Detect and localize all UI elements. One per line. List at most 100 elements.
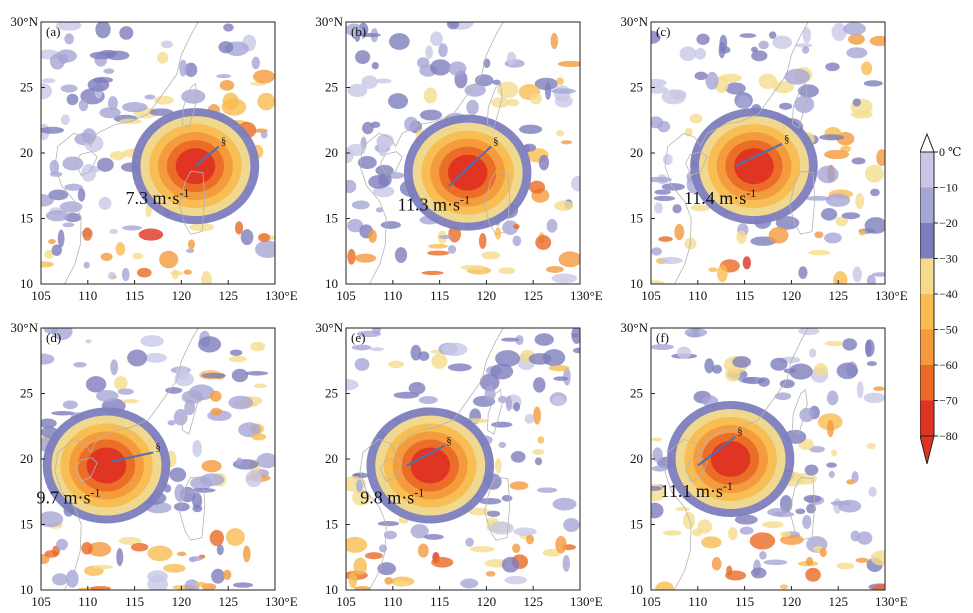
cloud-patch [794,95,815,114]
cloud-patch [223,23,234,32]
cloud-patch [651,437,663,442]
cloud-patch [495,458,502,474]
cloud-patch [66,93,79,106]
cloud-patch [498,267,516,275]
cloud-patch [41,126,65,134]
panel-e: § (e) 9.8 m·s-1 30°N 25 20 15 10 105 110 115 120 125… [305,306,610,613]
cloud-patch [219,79,235,91]
cloud-patch [109,228,118,235]
cloud-patch [736,95,751,109]
cloud-patch [739,526,754,535]
cloud-patch [48,238,56,244]
cloud-patch [447,244,457,254]
cloud-patch [694,71,708,81]
cloud-patch [184,579,200,590]
cloud-patch [795,43,813,48]
cloud-patch [484,385,496,402]
cloud-patch [554,200,574,211]
cloud-patch [572,347,580,354]
cloud-patch [797,84,819,98]
colorbar-segment [920,329,934,365]
cloud-patch [836,562,855,570]
cloud-patch [147,545,173,562]
cloud-patch [233,582,253,588]
cloud-patch [85,339,92,344]
cloud-patch [758,40,769,50]
cloud-patch [809,445,825,453]
cloud-patch [505,395,513,412]
cloud-patch [41,353,55,365]
cloud-patch [228,395,254,410]
cloud-patch [85,376,107,393]
lat-tick-label: 30°N [315,320,343,335]
lon-tick-label: 115 [125,594,144,609]
cloud-patch [100,252,113,261]
cloud-patch [506,98,520,107]
cloud-patch [465,537,474,547]
lat-tick-label: 10 [630,582,643,597]
cloud-patch [553,376,569,381]
lon-tick-label: 105 [31,594,51,609]
cloud-patch [525,534,534,545]
cloud-patch [45,210,69,222]
cloud-patch [354,253,377,263]
typhoon-symbol: § [221,135,227,147]
cloud-patch [438,234,453,240]
lat-tick-label: 30°N [10,320,38,335]
cloud-patch [122,225,143,231]
cloud-patch [353,557,368,575]
island-outline [75,151,98,176]
cloud-patch [173,408,188,426]
cloud-patch [97,157,114,172]
cloud-patch [127,349,148,367]
cloud-patch [496,81,519,99]
cloud-patch [368,175,390,189]
cloud-patch [209,390,222,402]
lat-tick-label: 15 [325,211,338,226]
cloud-patch [866,442,876,450]
cloud-patch [843,22,866,36]
cloud-patch [81,128,97,144]
cloud-patch [346,23,363,37]
cloud-patch [62,156,84,171]
storm-band [447,154,488,191]
cloud-patch [446,22,460,30]
cloud-patch [770,357,788,371]
cloud-patch [651,30,661,44]
island-outline [179,170,206,235]
cloud-patch [856,531,873,545]
cloud-patch [419,109,443,121]
cloud-patch [355,50,371,64]
cloud-patch [513,223,520,230]
cloud-patch [497,395,508,404]
cloud-patch [121,267,130,282]
cloud-patch [551,273,578,284]
cloud-patch [83,261,90,269]
cloud-patch [44,550,59,558]
cloud-patch [806,503,817,514]
cloud-patch [201,372,226,379]
panel-label: (c) [656,24,670,39]
cloud-patch [803,494,822,503]
cloud-patch [550,32,559,50]
lon-tick-label: 110 [383,288,402,303]
motion-speed-label: 11.1 m·s-1 [661,479,733,501]
cloud-patch [116,548,124,567]
colorbar-segment [920,258,934,294]
cloud-patch [741,376,765,385]
cloud-patch [251,433,267,441]
island-outline [789,170,816,235]
cloud-patch [690,204,710,212]
cloud-patch [719,46,731,54]
cloud-patch [187,489,197,494]
cloud-patch [117,388,134,395]
cloud-patch [659,256,683,265]
cloud-patch [377,520,400,527]
cloud-patch [144,352,168,363]
lat-tick-label: 15 [630,211,643,226]
lon-tick-label: 120 [172,288,192,303]
cloud-patch [836,362,859,380]
cloud-patch [736,230,747,244]
cloud-patch [51,328,73,341]
cloud-patch [506,51,517,66]
